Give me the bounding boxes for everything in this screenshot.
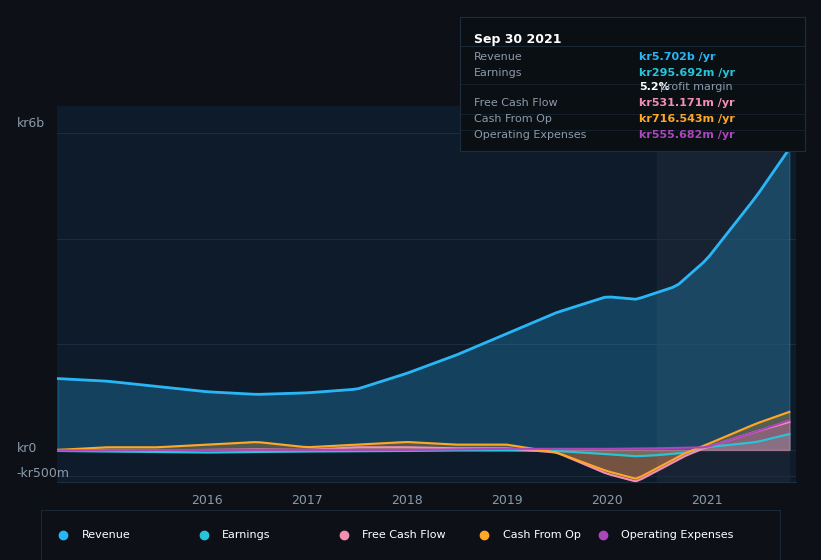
Text: kr0: kr0 bbox=[16, 441, 37, 455]
Text: Operating Expenses: Operating Expenses bbox=[621, 530, 733, 540]
Text: Revenue: Revenue bbox=[82, 530, 131, 540]
Text: Sep 30 2021: Sep 30 2021 bbox=[474, 33, 561, 46]
Text: 2018: 2018 bbox=[391, 494, 423, 507]
Text: Free Cash Flow: Free Cash Flow bbox=[474, 98, 557, 108]
Text: Free Cash Flow: Free Cash Flow bbox=[363, 530, 446, 540]
Text: Cash From Op: Cash From Op bbox=[502, 530, 580, 540]
Text: kr6b: kr6b bbox=[16, 116, 44, 130]
Text: profit margin: profit margin bbox=[660, 82, 732, 92]
Text: kr5.702b /yr: kr5.702b /yr bbox=[639, 52, 716, 62]
Text: 2019: 2019 bbox=[491, 494, 523, 507]
Text: kr716.543m /yr: kr716.543m /yr bbox=[639, 114, 735, 124]
Text: 2020: 2020 bbox=[591, 494, 622, 507]
Text: Earnings: Earnings bbox=[474, 68, 522, 78]
Text: Operating Expenses: Operating Expenses bbox=[474, 130, 586, 140]
Text: 2017: 2017 bbox=[291, 494, 323, 507]
Text: kr531.171m /yr: kr531.171m /yr bbox=[639, 98, 735, 108]
Text: Cash From Op: Cash From Op bbox=[474, 114, 552, 124]
Text: 2016: 2016 bbox=[191, 494, 223, 507]
Text: Earnings: Earnings bbox=[222, 530, 271, 540]
Text: Revenue: Revenue bbox=[474, 52, 522, 62]
Text: 2021: 2021 bbox=[690, 494, 722, 507]
Text: -kr500m: -kr500m bbox=[16, 466, 70, 480]
Text: kr555.682m /yr: kr555.682m /yr bbox=[639, 130, 735, 140]
Bar bbox=[657, 106, 789, 482]
Text: 5.2%: 5.2% bbox=[639, 82, 670, 92]
Text: kr295.692m /yr: kr295.692m /yr bbox=[639, 68, 735, 78]
